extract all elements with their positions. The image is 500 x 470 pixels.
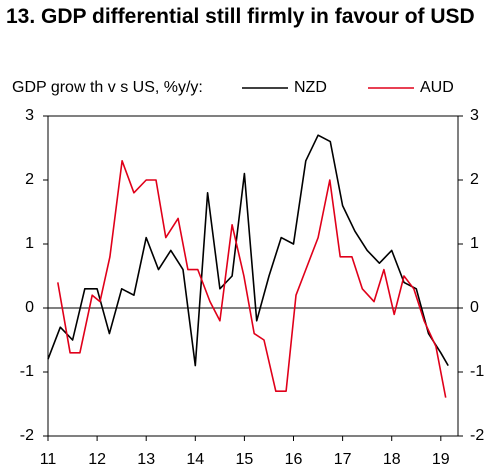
chart-title: 13. GDP differential still firmly in fav… [6, 5, 475, 28]
series-line [47, 134, 449, 367]
x-tick-label: 17 [334, 451, 352, 468]
x-tick-label: 13 [137, 451, 155, 468]
legend-caption: GDP grow th v s US, %y/y: [12, 79, 203, 96]
y-tick-label: 0 [25, 299, 34, 316]
y-tick-label: 1 [25, 235, 34, 252]
y2-tick-label: -1 [470, 363, 484, 380]
legend-label: NZD [294, 79, 327, 96]
x-tick-label: 18 [383, 451, 401, 468]
y2-tick-label: 0 [470, 299, 479, 316]
y-tick-label: 3 [25, 107, 34, 124]
y-tick-label: -2 [20, 427, 34, 444]
y2-tick-label: 3 [470, 107, 479, 124]
x-tick-label: 16 [285, 451, 303, 468]
x-tick-label: 14 [186, 451, 204, 468]
x-tick-label: 12 [88, 451, 106, 468]
y2-tick-label: 1 [470, 235, 479, 252]
y-tick-label: 2 [25, 171, 34, 188]
y2-tick-label: -2 [470, 427, 484, 444]
y-tick-label: -1 [20, 363, 34, 380]
plot-frame [47, 115, 459, 437]
legend-label: AUD [420, 79, 454, 96]
x-tick-label: 11 [40, 451, 57, 468]
x-tick-label: 19 [432, 451, 450, 468]
series-line [57, 160, 447, 398]
x-tick-label: 15 [236, 451, 254, 468]
y2-tick-label: 2 [470, 171, 479, 188]
